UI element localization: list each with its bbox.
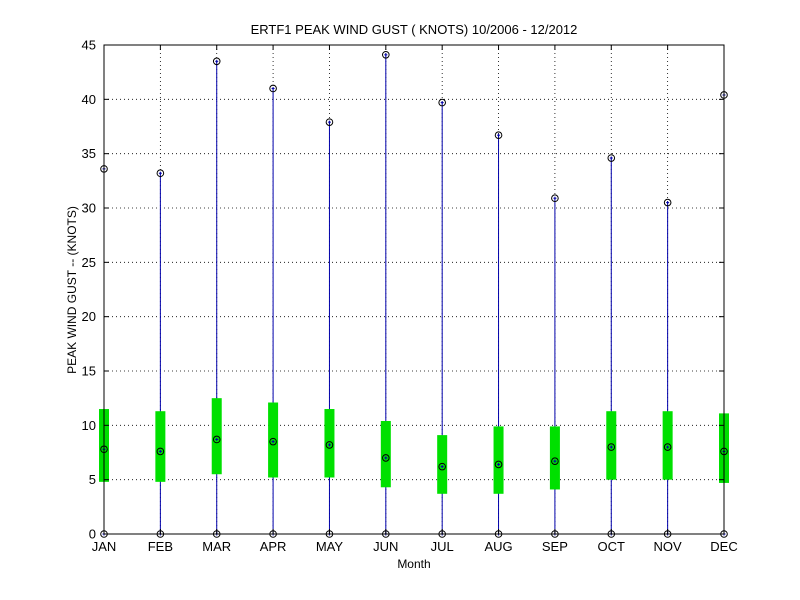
mean-marker-feb [156, 447, 165, 456]
chart-title: ERTF1 PEAK WIND GUST ( KNOTS) 10/2006 - … [251, 22, 578, 37]
box-may [324, 409, 335, 478]
x-tick-label: NOV [654, 539, 683, 554]
max-marker-jun [382, 50, 390, 59]
y-tick-label: 5 [89, 472, 96, 487]
x-tick-label: DEC [710, 539, 737, 554]
box-jul [437, 435, 448, 494]
max-marker-nov [663, 198, 672, 207]
max-marker-sep [551, 194, 559, 203]
mean-marker-aug [494, 460, 503, 469]
mean-marker-may [325, 441, 334, 449]
mean-marker-mar [212, 435, 221, 444]
y-tick-label: 30 [82, 201, 96, 216]
max-marker-may [325, 118, 334, 126]
y-tick-label: 20 [82, 309, 96, 324]
mean-marker-apr [269, 437, 277, 446]
box-feb [155, 411, 166, 482]
box-oct [606, 411, 617, 480]
y-ticks: 0 5 10 15 20 25 30 35 40 45 [82, 38, 724, 542]
y-tick-label: 15 [82, 364, 96, 379]
y-tick-label: 0 [89, 527, 96, 542]
y-axis-title: PEAK WIND GUST -- (KNOTS) [65, 206, 79, 374]
y-tick-label: 10 [82, 418, 96, 433]
box-aug [493, 426, 504, 494]
mean-marker-sep [551, 457, 559, 465]
y-tick-label: 40 [82, 92, 96, 107]
box-jun [380, 420, 391, 488]
y-tick-label: 35 [82, 146, 96, 161]
mean-marker-nov [663, 443, 672, 451]
max-marker-feb [156, 169, 165, 178]
x-tick-label: MAY [316, 539, 344, 554]
box-nov [662, 411, 673, 480]
plot-area [104, 45, 724, 534]
mean-marker-jul [438, 462, 446, 471]
mean-marker-oct [607, 443, 616, 451]
x-tick-label: SEP [542, 539, 568, 554]
x-axis-title: Month [397, 557, 430, 571]
x-tick-label: MAR [202, 539, 231, 554]
mean-marker-jun [382, 454, 390, 462]
x-tick-label: JAN [92, 539, 117, 554]
plot-frame [103, 44, 725, 535]
max-marker-apr [269, 84, 277, 93]
x-tick-label: AUG [484, 539, 512, 554]
x-tick-label: FEB [148, 539, 173, 554]
max-marker-jul [438, 98, 446, 107]
y-tick-label: 45 [82, 38, 96, 53]
max-marker-oct [607, 154, 616, 162]
box-apr [268, 402, 279, 478]
x-tick-label: APR [260, 539, 287, 554]
x-tick-label: OCT [598, 539, 626, 554]
x-tick-label: JUL [431, 539, 454, 554]
max-marker-mar [212, 57, 221, 66]
max-marker-aug [494, 131, 503, 139]
y-tick-label: 25 [82, 255, 96, 270]
x-ticks: JAN FEB MAR APR MAY JUN JUL AUG SEP OCT NOV DEC [92, 45, 738, 554]
x-tick-label: JUN [373, 539, 398, 554]
